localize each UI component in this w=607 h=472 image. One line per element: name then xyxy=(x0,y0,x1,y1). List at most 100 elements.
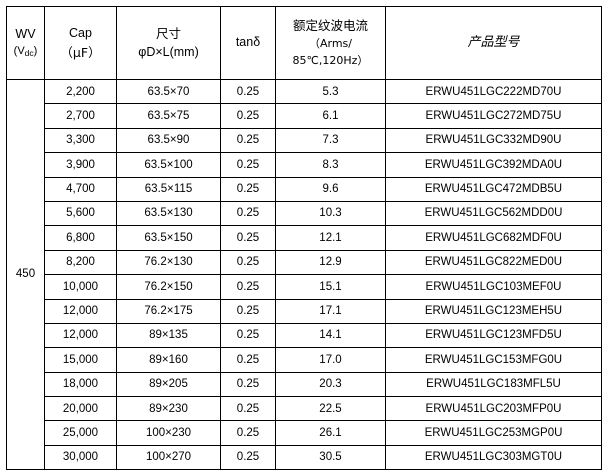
cell-tan-delta: 0.25 xyxy=(220,152,276,178)
cell-size: 89×160 xyxy=(116,347,221,373)
cell-tan-delta: 0.25 xyxy=(220,298,276,324)
cell-capacitance: 12,000 xyxy=(44,322,117,349)
cell-capacitance: 25,000 xyxy=(44,420,117,446)
table-row: 5,600 63.5×130 0.25 10.3 ERWU451LGC562MD… xyxy=(7,200,602,227)
table-row: 15,000 89×160 0.25 17.0 ERWU451LGC153MFG… xyxy=(7,347,602,373)
capacitor-spec-table: WV (Vdc) Cap （μF） 尺寸 φD×L(mm) xyxy=(6,6,602,471)
cell-tan-delta: 0.25 xyxy=(220,103,276,129)
cell-part-number: ERWU451LGC253MGP0U xyxy=(385,420,602,446)
cell-ripple-current: 26.1 xyxy=(275,420,386,446)
cell-part-number: ERWU451LGC183MFL5U xyxy=(385,371,602,398)
cell-part-number: ERWU451LGC562MDD0U xyxy=(385,200,602,227)
cell-size: 63.5×115 xyxy=(116,176,221,202)
cell-ripple-current: 22.5 xyxy=(275,396,386,422)
cell-part-number: ERWU451LGC472MDB5U xyxy=(385,176,602,202)
cell-size: 100×230 xyxy=(116,420,221,446)
cell-ripple-current: 12.1 xyxy=(275,225,386,251)
cell-ripple-current: 14.1 xyxy=(275,322,386,349)
cell-part-number: ERWU451LGC123MEH5U xyxy=(385,298,602,324)
cell-size: 76.2×175 xyxy=(116,298,221,324)
cell-ripple-current: 30.5 xyxy=(275,444,386,471)
cell-ripple-current: 6.1 xyxy=(275,103,386,129)
table-row: 2,700 63.5×75 0.25 6.1 ERWU451LGC272MD75… xyxy=(7,103,602,129)
cell-tan-delta: 0.25 xyxy=(220,444,276,471)
cell-part-number: ERWU451LGC392MDA0U xyxy=(385,152,602,178)
cell-size: 89×230 xyxy=(116,396,221,422)
table-row: 30,000 100×270 0.25 30.5 ERWU451LGC303MG… xyxy=(7,444,602,471)
cell-tan-delta: 0.25 xyxy=(220,420,276,446)
cell-part-number: ERWU451LGC222MD70U xyxy=(385,78,602,105)
cell-size: 63.5×150 xyxy=(116,225,221,251)
column-header-tan-delta: tanδ xyxy=(220,6,276,80)
cell-size: 63.5×90 xyxy=(116,127,221,154)
cell-capacitance: 2,200 xyxy=(44,78,117,105)
cell-size: 76.2×130 xyxy=(116,249,221,276)
cell-tan-delta: 0.25 xyxy=(220,396,276,422)
cell-ripple-current: 15.1 xyxy=(275,274,386,300)
cell-size: 89×205 xyxy=(116,371,221,398)
cell-tan-delta: 0.25 xyxy=(220,371,276,398)
column-header-cap: Cap （μF） xyxy=(44,6,117,80)
cell-size: 63.5×70 xyxy=(116,78,221,105)
cell-part-number: ERWU451LGC272MD75U xyxy=(385,103,602,129)
spec-table-container: WV (Vdc) Cap （μF） 尺寸 φD×L(mm) xyxy=(6,6,602,471)
cell-tan-delta: 0.25 xyxy=(220,127,276,154)
cell-ripple-current: 17.1 xyxy=(275,298,386,324)
column-header-size: 尺寸 φD×L(mm) xyxy=(116,6,221,80)
column-header-ripple-current: 额定纹波电流 （Arms/ 85℃,120Hz） xyxy=(275,6,386,80)
cell-capacitance: 3,300 xyxy=(44,127,117,154)
column-header-part-number: 产品型号 xyxy=(385,6,602,80)
cell-capacitance: 18,000 xyxy=(44,371,117,398)
table-row: 10,000 76.2×150 0.25 15.1 ERWU451LGC103M… xyxy=(7,274,602,300)
cell-ripple-current: 8.3 xyxy=(275,152,386,178)
table-row: 6,800 63.5×150 0.25 12.1 ERWU451LGC682MD… xyxy=(7,225,602,251)
column-header-part-number-label: 产品型号 xyxy=(467,34,520,50)
cell-size: 63.5×130 xyxy=(116,200,221,227)
cell-part-number: ERWU451LGC153MFG0U xyxy=(385,347,602,373)
column-header-wv: WV (Vdc) xyxy=(6,6,45,80)
wv-value-cell: 450 xyxy=(6,78,45,471)
cell-part-number: ERWU451LGC103MEF0U xyxy=(385,274,602,300)
cell-tan-delta: 0.25 xyxy=(220,78,276,105)
cell-size: 89×135 xyxy=(116,322,221,349)
cell-capacitance: 6,800 xyxy=(44,225,117,251)
cell-size: 63.5×75 xyxy=(116,103,221,129)
column-header-ripple-line3: 85℃,120Hz） xyxy=(292,53,369,67)
cell-tan-delta: 0.25 xyxy=(220,176,276,202)
column-header-ripple-line2: （Arms/ xyxy=(308,37,352,51)
cell-capacitance: 2,700 xyxy=(44,103,117,129)
column-header-cap-line2: （μF） xyxy=(60,44,101,60)
cell-size: 100×270 xyxy=(116,444,221,471)
cell-capacitance: 20,000 xyxy=(44,396,117,422)
cell-tan-delta: 0.25 xyxy=(220,274,276,300)
cell-ripple-current: 9.6 xyxy=(275,176,386,202)
column-header-tan-delta-label: tanδ xyxy=(235,35,261,50)
cell-part-number: ERWU451LGC203MFP0U xyxy=(385,396,602,422)
table-row: 450 2,200 63.5×70 0.25 5.3 ERWU451LGC222… xyxy=(6,78,602,471)
cell-ripple-current: 7.3 xyxy=(275,127,386,154)
cell-capacitance: 30,000 xyxy=(44,444,117,471)
cell-tan-delta: 0.25 xyxy=(220,200,276,227)
cell-capacitance: 4,700 xyxy=(44,176,117,202)
cell-ripple-current: 17.0 xyxy=(275,347,386,373)
column-header-wv-line2: (Vdc) xyxy=(13,45,38,59)
cell-capacitance: 3,900 xyxy=(44,152,117,178)
table-row: 12,000 76.2×175 0.25 17.1 ERWU451LGC123M… xyxy=(7,298,602,324)
cell-capacitance: 15,000 xyxy=(44,347,117,373)
cell-tan-delta: 0.25 xyxy=(220,249,276,276)
cell-tan-delta: 0.25 xyxy=(220,225,276,251)
cell-part-number: ERWU451LGC123MFD5U xyxy=(385,322,602,349)
table-body: 450 2,200 63.5×70 0.25 5.3 ERWU451LGC222… xyxy=(6,78,602,471)
table-row: 4,700 63.5×115 0.25 9.6 ERWU451LGC472MDB… xyxy=(7,176,602,202)
cell-part-number: ERWU451LGC332MD90U xyxy=(385,127,602,154)
cell-tan-delta: 0.25 xyxy=(220,322,276,349)
table-row: 8,200 76.2×130 0.25 12.9 ERWU451LGC822ME… xyxy=(7,249,602,276)
cell-ripple-current: 12.9 xyxy=(275,249,386,276)
column-header-ripple-line1: 额定纹波电流 xyxy=(292,18,368,34)
table-row: 3,300 63.5×90 0.25 7.3 ERWU451LGC332MD90… xyxy=(7,127,602,154)
column-header-wv-line1: WV xyxy=(15,26,36,41)
cell-part-number: ERWU451LGC822MED0U xyxy=(385,249,602,276)
cell-capacitance: 8,200 xyxy=(44,249,117,276)
cell-capacitance: 10,000 xyxy=(44,274,117,300)
cell-tan-delta: 0.25 xyxy=(220,347,276,373)
